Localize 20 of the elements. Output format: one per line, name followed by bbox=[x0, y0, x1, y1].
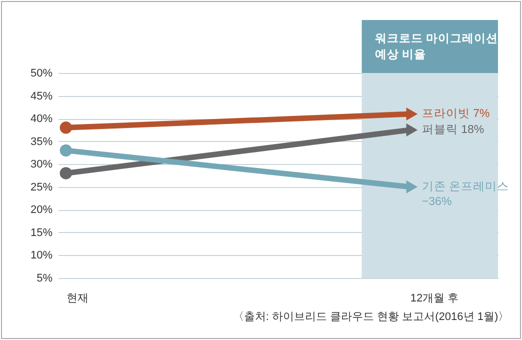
y-tick-label: 45% bbox=[30, 90, 53, 102]
point bbox=[60, 144, 72, 157]
band-label: 워크로드 마이그레이션 예상 비율 bbox=[374, 32, 498, 61]
y-tick-label: 15% bbox=[30, 226, 53, 239]
y-tick-label: 35% bbox=[30, 136, 53, 148]
y-tick-label: 20% bbox=[30, 204, 53, 216]
y-tick-label: 10% bbox=[30, 250, 53, 262]
point bbox=[60, 122, 72, 134]
point bbox=[60, 167, 72, 180]
series-label: 기존 온프레미스 −36% bbox=[422, 180, 510, 208]
y-tick-label: 50% bbox=[30, 68, 53, 80]
y-tick-label: 25% bbox=[30, 181, 53, 194]
series-label: 프라이빗 7% bbox=[422, 108, 490, 120]
text: 〈출처: 하이브리드 클라우드 현황 보고서(2016년 1월)〉 bbox=[232, 311, 510, 323]
y-tick-label: 40% bbox=[30, 113, 53, 126]
series-label: 퍼블릭 18% bbox=[422, 124, 484, 136]
x-tick-label: 현재 bbox=[66, 292, 88, 304]
y-tick-label: 5% bbox=[36, 272, 53, 284]
y-tick-label: 30% bbox=[30, 158, 53, 171]
x-tick-label: 12개월 후 bbox=[410, 292, 459, 304]
